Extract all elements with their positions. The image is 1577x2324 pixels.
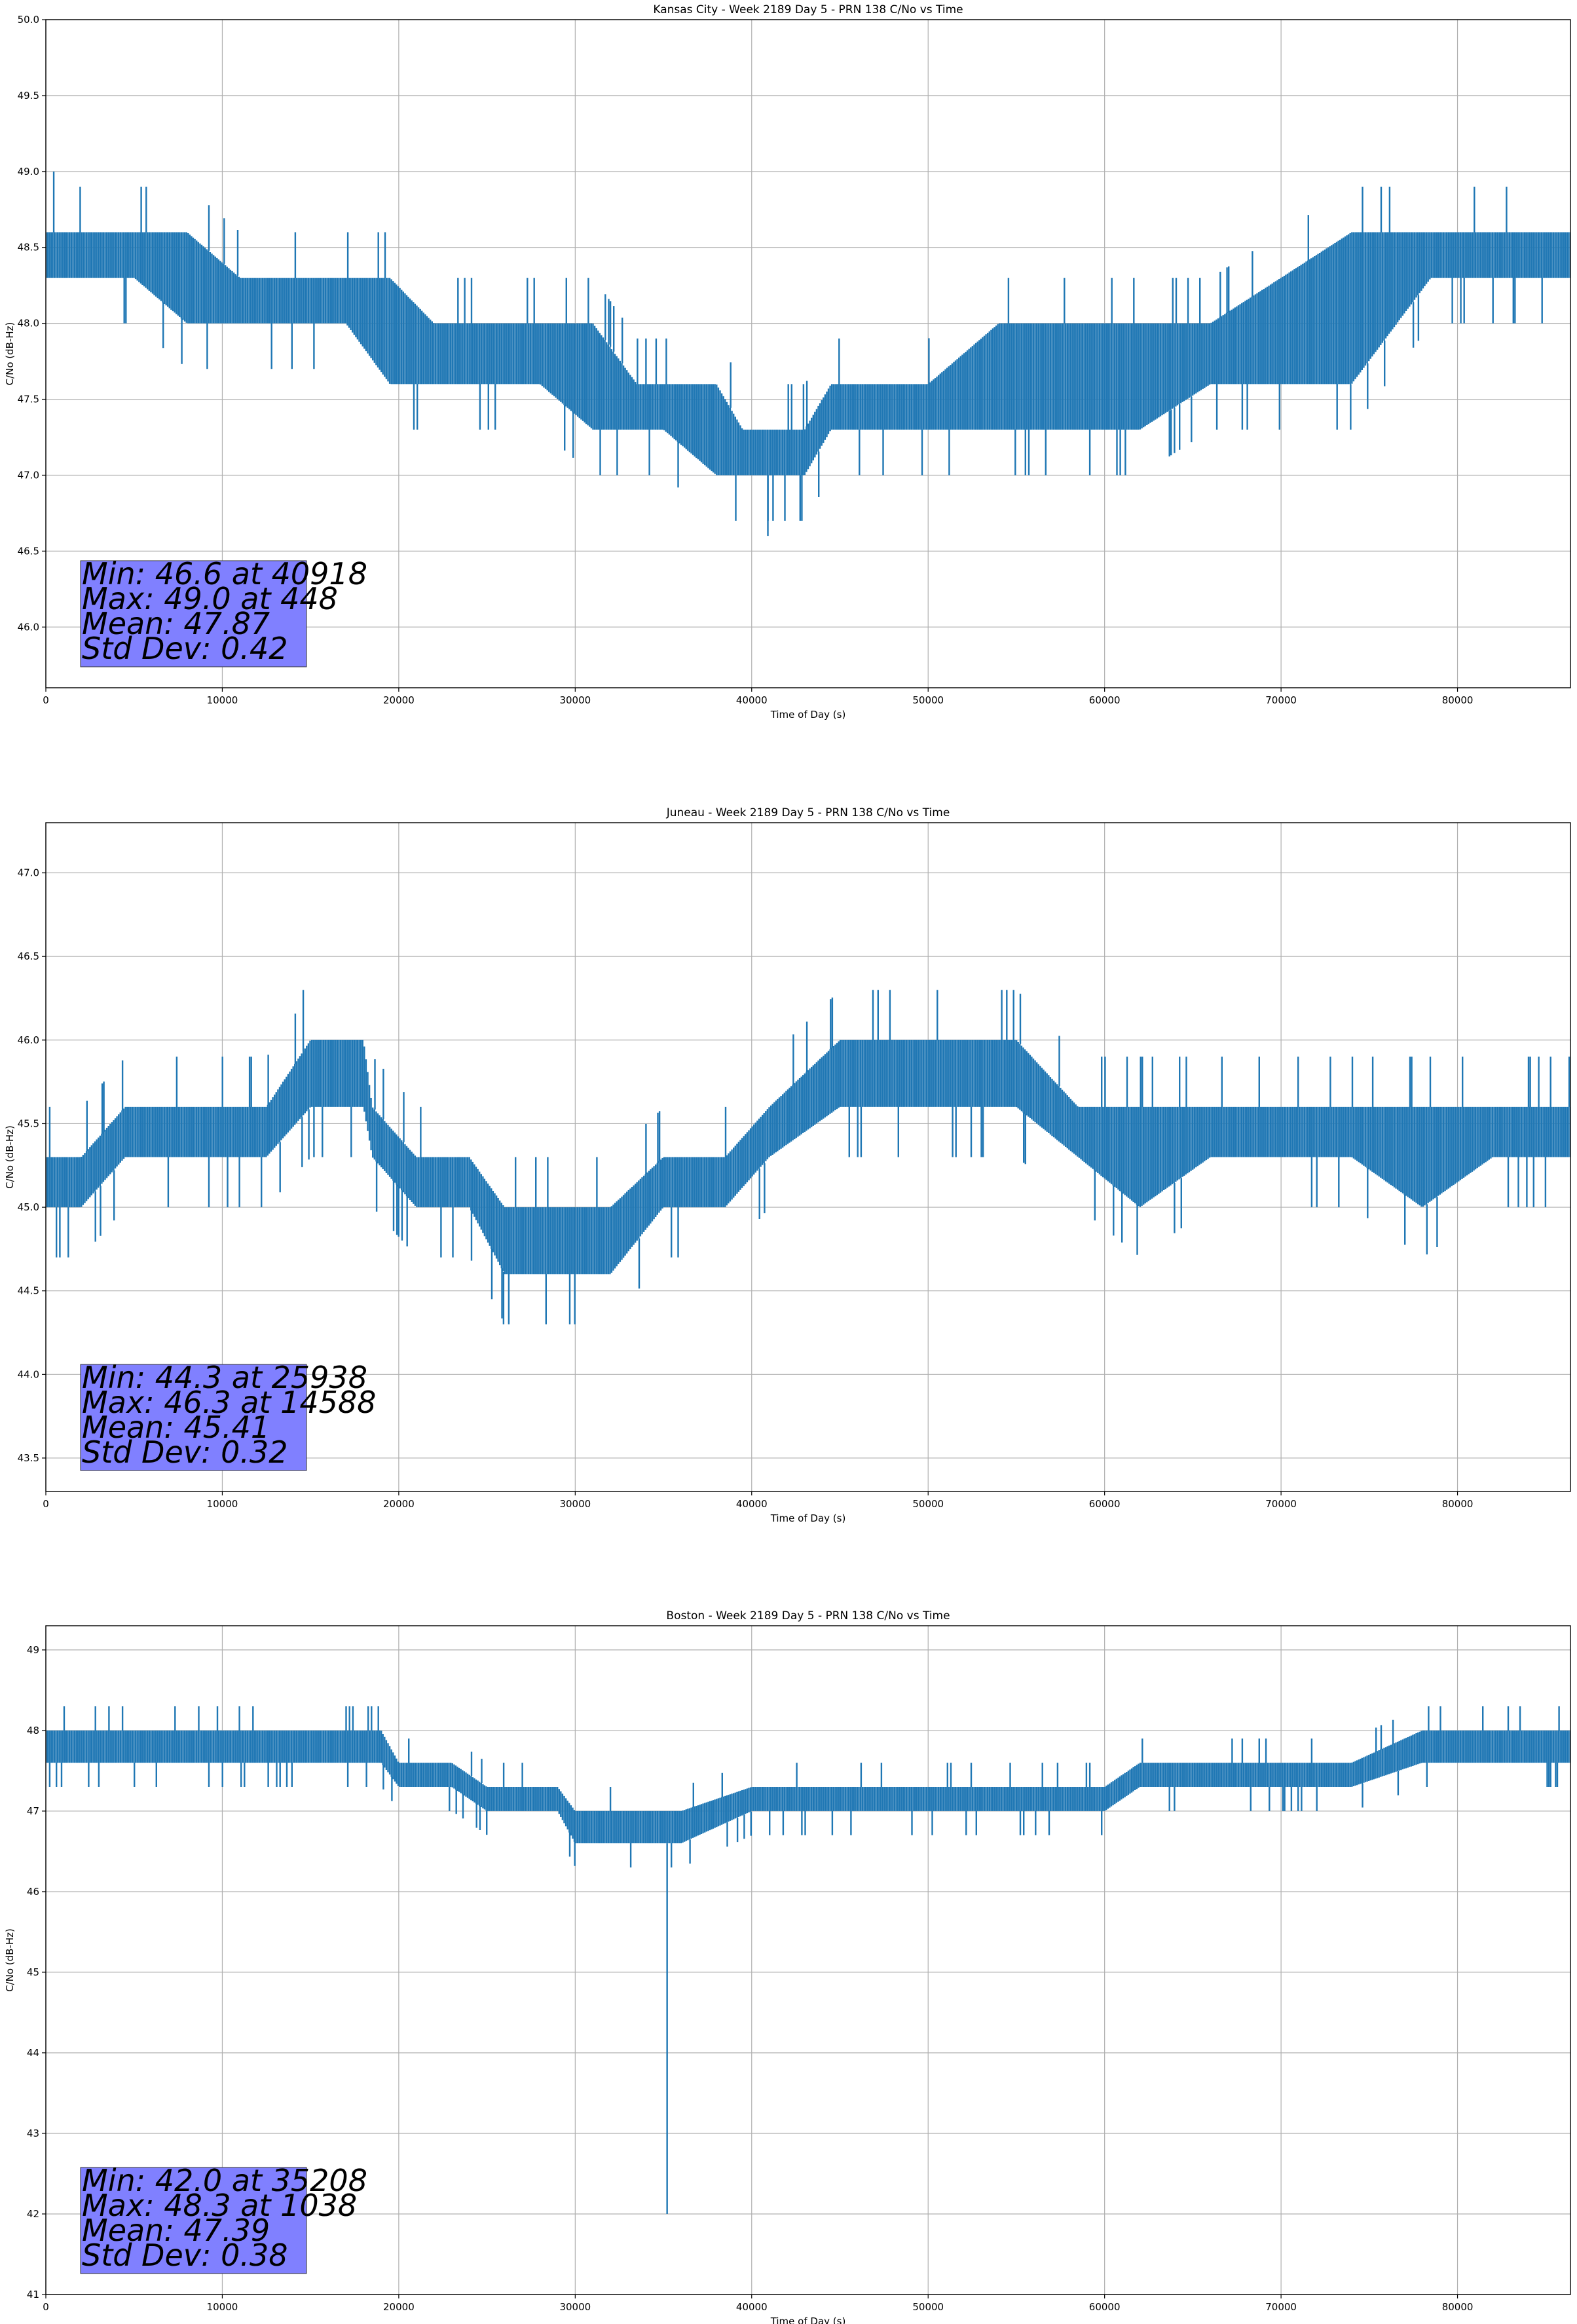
x-tick-label: 40000 bbox=[736, 2301, 768, 2313]
y-tick-label: 45.0 bbox=[18, 1201, 39, 1213]
stats-line: Mean: 47.87 bbox=[82, 606, 270, 641]
chart-panel-3: Boston - Week 2189 Day 5 - PRN 138 C/No … bbox=[4, 1609, 1571, 2324]
cno-series-band bbox=[46, 187, 1570, 521]
stats-line: Std Dev: 0.42 bbox=[82, 631, 288, 666]
chart-panel-2: Juneau - Week 2189 Day 5 - PRN 138 C/No … bbox=[4, 806, 1571, 1524]
stats-line: Max: 49.0 at 448 bbox=[82, 581, 338, 616]
y-tick-label: 47.5 bbox=[18, 394, 39, 405]
x-tick-label: 50000 bbox=[912, 1498, 944, 1510]
x-axis-label: Time of Day (s) bbox=[770, 1512, 846, 1524]
stats-box bbox=[80, 1364, 307, 1471]
y-tick-label: 45 bbox=[27, 1966, 39, 1978]
y-tick-label: 46 bbox=[27, 1886, 39, 1898]
stats-line: Max: 46.3 at 14588 bbox=[82, 1385, 376, 1420]
x-tick-label: 60000 bbox=[1089, 1498, 1121, 1510]
x-tick-label: 20000 bbox=[383, 2301, 415, 2313]
y-tick-label: 47 bbox=[27, 1805, 39, 1817]
y-axis-label: C/No (dB-Hz) bbox=[4, 1928, 16, 1992]
x-tick-label: 20000 bbox=[383, 1498, 415, 1510]
y-tick-label: 49 bbox=[27, 1644, 39, 1656]
x-tick-label: 30000 bbox=[559, 2301, 591, 2313]
stats-line: Min: 42.0 at 35208 bbox=[82, 2163, 367, 2198]
stats-line: Std Dev: 0.32 bbox=[82, 1434, 288, 1470]
chart-title: Juneau - Week 2189 Day 5 - PRN 138 C/No … bbox=[666, 806, 950, 819]
y-tick-label: 45.5 bbox=[18, 1117, 39, 1129]
chart-title: Kansas City - Week 2189 Day 5 - PRN 138 … bbox=[653, 3, 963, 16]
y-tick-label: 48 bbox=[27, 1725, 39, 1736]
x-tick-label: 40000 bbox=[736, 694, 768, 706]
x-tick-label: 10000 bbox=[207, 2301, 238, 2313]
stats-box bbox=[80, 2167, 307, 2274]
y-tick-label: 44 bbox=[27, 2047, 39, 2059]
y-tick-label: 47.0 bbox=[18, 867, 39, 879]
y-tick-label: 41 bbox=[27, 2289, 39, 2300]
y-axis-label: C/No (dB-Hz) bbox=[4, 1125, 16, 1189]
x-tick-label: 30000 bbox=[559, 694, 591, 706]
x-tick-label: 70000 bbox=[1265, 694, 1297, 706]
y-tick-label: 48.0 bbox=[18, 318, 39, 329]
y-tick-label: 47.0 bbox=[18, 469, 39, 481]
stats-line: Max: 48.3 at 1038 bbox=[82, 2188, 357, 2223]
y-tick-label: 44.5 bbox=[18, 1285, 39, 1297]
x-tick-label: 30000 bbox=[559, 1498, 591, 1510]
stats-line: Min: 46.6 at 40918 bbox=[82, 556, 367, 591]
x-tick-label: 20000 bbox=[383, 694, 415, 706]
x-tick-label: 50000 bbox=[912, 2301, 944, 2313]
x-tick-label: 70000 bbox=[1265, 1498, 1297, 1510]
x-tick-label: 70000 bbox=[1265, 2301, 1297, 2313]
y-tick-label: 46.0 bbox=[18, 1034, 39, 1046]
y-tick-label: 46.5 bbox=[18, 545, 39, 557]
x-axis-label: Time of Day (s) bbox=[770, 709, 846, 721]
y-tick-label: 43.5 bbox=[18, 1452, 39, 1464]
x-tick-label: 50000 bbox=[912, 694, 944, 706]
x-tick-label: 0 bbox=[43, 1498, 49, 1510]
y-tick-label: 49.0 bbox=[18, 166, 39, 178]
stats-line: Mean: 45.41 bbox=[82, 1410, 270, 1445]
y-tick-label: 49.5 bbox=[18, 90, 39, 102]
x-tick-label: 10000 bbox=[207, 1498, 238, 1510]
y-tick-label: 50.0 bbox=[18, 14, 39, 26]
x-tick-label: 10000 bbox=[207, 694, 238, 706]
plot-frame bbox=[45, 822, 1571, 1492]
y-tick-label: 46.5 bbox=[18, 950, 39, 962]
stats-box bbox=[80, 560, 307, 667]
stats-line: Mean: 47.39 bbox=[82, 2213, 270, 2248]
y-tick-label: 48.5 bbox=[18, 242, 39, 253]
chart-panel-1: Kansas City - Week 2189 Day 5 - PRN 138 … bbox=[4, 3, 1571, 721]
cno-series-band bbox=[46, 1706, 1570, 1867]
x-tick-label: 40000 bbox=[736, 1498, 768, 1510]
y-tick-label: 46.0 bbox=[18, 621, 39, 633]
stats-line: Std Dev: 0.38 bbox=[82, 2238, 288, 2273]
x-tick-label: 80000 bbox=[1442, 694, 1474, 706]
y-tick-label: 43 bbox=[27, 2127, 39, 2139]
x-tick-label: 0 bbox=[43, 694, 49, 706]
x-tick-label: 60000 bbox=[1089, 2301, 1121, 2313]
x-tick-label: 80000 bbox=[1442, 2301, 1474, 2313]
x-axis-label: Time of Day (s) bbox=[770, 2315, 846, 2324]
cno-series-band bbox=[46, 990, 1570, 1324]
plot-frame bbox=[45, 1625, 1571, 2295]
x-tick-label: 80000 bbox=[1442, 1498, 1474, 1510]
chart-title: Boston - Week 2189 Day 5 - PRN 138 C/No … bbox=[666, 1609, 950, 1622]
x-tick-label: 0 bbox=[43, 2301, 49, 2313]
plot-frame bbox=[45, 19, 1571, 688]
x-tick-label: 60000 bbox=[1089, 694, 1121, 706]
y-axis-label: C/No (dB-Hz) bbox=[4, 322, 16, 386]
y-tick-label: 44.0 bbox=[18, 1368, 39, 1380]
y-tick-label: 42 bbox=[27, 2208, 39, 2220]
stats-line: Min: 44.3 at 25938 bbox=[82, 1360, 367, 1395]
